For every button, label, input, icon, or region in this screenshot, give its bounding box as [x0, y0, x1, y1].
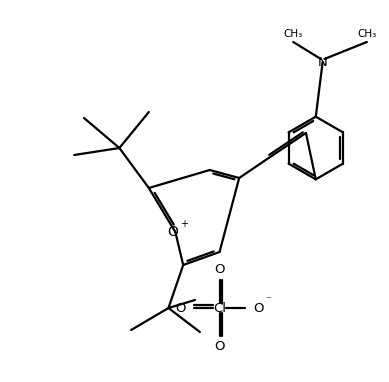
- Text: +: +: [180, 219, 188, 228]
- Text: ⁻: ⁻: [265, 295, 271, 305]
- Text: O: O: [214, 340, 225, 353]
- Text: CH₃: CH₃: [357, 29, 377, 39]
- Text: N: N: [318, 55, 328, 68]
- Text: O: O: [175, 301, 186, 314]
- Text: CH₃: CH₃: [284, 29, 303, 39]
- Text: Cl: Cl: [213, 301, 226, 314]
- Text: O: O: [253, 301, 264, 314]
- Text: O: O: [214, 262, 225, 275]
- Text: O: O: [167, 225, 178, 239]
